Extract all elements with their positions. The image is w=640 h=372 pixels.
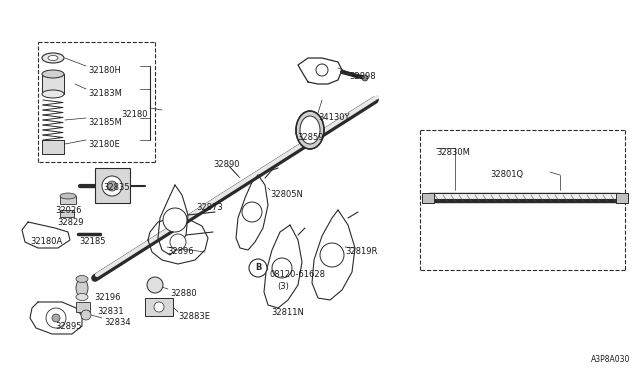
Text: 32185M: 32185M (88, 118, 122, 127)
Circle shape (154, 302, 164, 312)
Bar (60, 210, 74, 217)
Text: B: B (255, 263, 261, 273)
Ellipse shape (296, 111, 324, 149)
Bar (422, 193, 434, 203)
Text: 32185: 32185 (79, 237, 106, 246)
Text: 32819R: 32819R (345, 247, 378, 256)
Circle shape (272, 258, 292, 278)
Ellipse shape (60, 193, 76, 199)
Text: 32811N: 32811N (271, 308, 304, 317)
Circle shape (249, 259, 267, 277)
Circle shape (107, 181, 117, 191)
Text: 32830M: 32830M (436, 148, 470, 157)
Circle shape (52, 314, 60, 322)
Text: 32859: 32859 (297, 133, 323, 142)
Text: 32834: 32834 (104, 318, 131, 327)
Ellipse shape (300, 116, 320, 144)
Text: 32180H: 32180H (88, 66, 121, 75)
Circle shape (163, 208, 187, 232)
Text: 08120-61628: 08120-61628 (270, 270, 326, 279)
Circle shape (147, 277, 163, 293)
Text: 32026: 32026 (55, 206, 81, 215)
Text: 32180: 32180 (121, 110, 147, 119)
Text: 32890: 32890 (213, 160, 239, 169)
Text: 32831: 32831 (97, 307, 124, 316)
Circle shape (362, 75, 368, 81)
Text: 32835: 32835 (103, 183, 130, 192)
Ellipse shape (42, 90, 64, 98)
Text: (3): (3) (277, 282, 289, 291)
Text: 32873: 32873 (196, 203, 223, 212)
Ellipse shape (42, 53, 64, 63)
Text: 32180E: 32180E (88, 140, 120, 149)
Bar (95, 168, 130, 203)
Text: 32895: 32895 (55, 322, 81, 331)
Bar (145, 298, 173, 316)
Text: 32183M: 32183M (88, 89, 122, 98)
Text: A3P8A030: A3P8A030 (591, 355, 630, 364)
Text: 32898: 32898 (349, 72, 376, 81)
Text: 32896: 32896 (167, 247, 194, 256)
Text: 32805N: 32805N (270, 190, 303, 199)
Text: 32801Q: 32801Q (490, 170, 523, 179)
Circle shape (81, 310, 91, 320)
Text: 32196: 32196 (94, 293, 120, 302)
Circle shape (46, 308, 66, 328)
Circle shape (102, 176, 122, 196)
Ellipse shape (76, 294, 88, 301)
Text: 34130Y: 34130Y (318, 113, 349, 122)
Circle shape (242, 202, 262, 222)
Ellipse shape (76, 279, 88, 297)
Bar (76, 302, 90, 312)
Circle shape (320, 243, 344, 267)
Bar (616, 193, 628, 203)
Text: 32883E: 32883E (178, 312, 210, 321)
Circle shape (316, 64, 328, 76)
Text: 32180A: 32180A (30, 237, 62, 246)
Bar (42, 74, 64, 94)
Bar (42, 140, 64, 154)
Bar (60, 196, 76, 204)
Circle shape (170, 234, 186, 250)
Text: 32829: 32829 (57, 218, 83, 227)
Text: 32880: 32880 (170, 289, 196, 298)
Ellipse shape (42, 70, 64, 78)
Ellipse shape (48, 55, 58, 61)
Ellipse shape (76, 276, 88, 282)
